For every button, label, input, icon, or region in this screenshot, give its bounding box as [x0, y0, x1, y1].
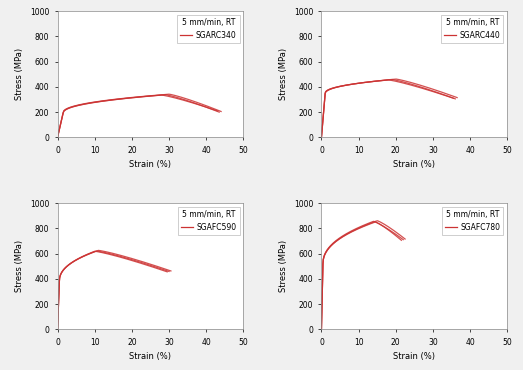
Legend: SGAFC780: SGAFC780 [442, 207, 504, 235]
Y-axis label: Stress (MPa): Stress (MPa) [15, 240, 24, 292]
Y-axis label: Stress (MPa): Stress (MPa) [279, 48, 288, 100]
Legend: SGARC440: SGARC440 [441, 15, 504, 43]
Legend: SGAFC590: SGAFC590 [178, 207, 240, 235]
Y-axis label: Stress (MPa): Stress (MPa) [279, 240, 288, 292]
X-axis label: Strain (%): Strain (%) [393, 352, 435, 361]
Legend: SGARC340: SGARC340 [177, 15, 240, 43]
Y-axis label: Stress (MPa): Stress (MPa) [15, 48, 24, 100]
X-axis label: Strain (%): Strain (%) [130, 160, 172, 169]
X-axis label: Strain (%): Strain (%) [393, 160, 435, 169]
X-axis label: Strain (%): Strain (%) [130, 352, 172, 361]
